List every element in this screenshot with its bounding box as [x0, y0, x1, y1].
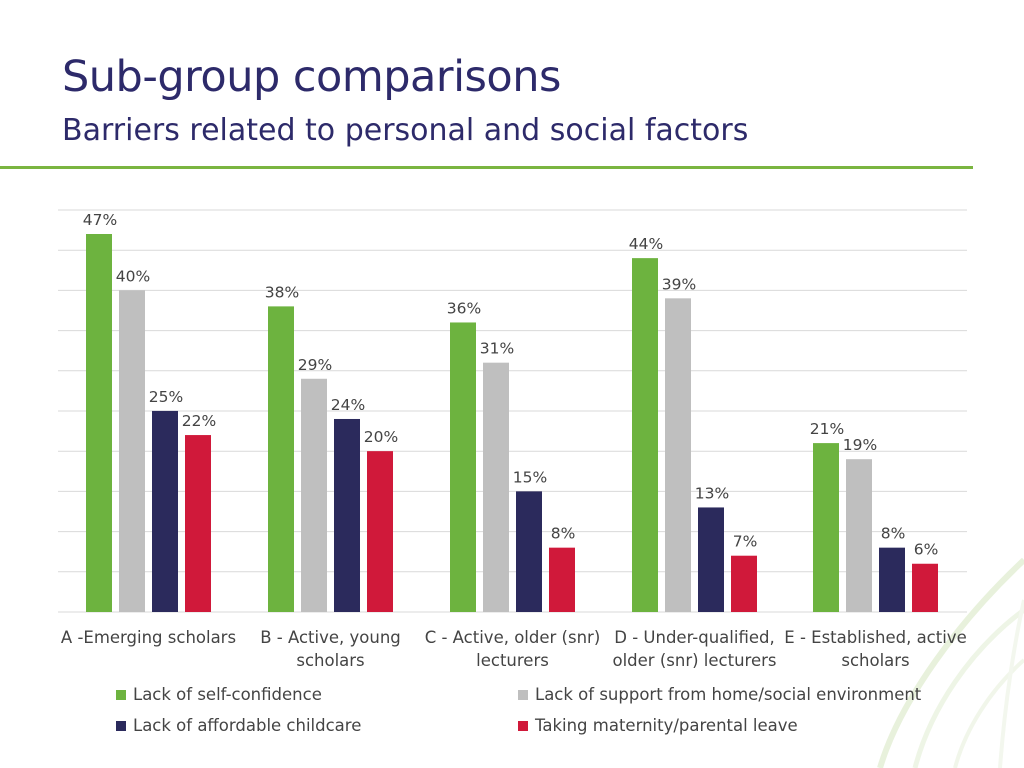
data-label: 22%	[182, 412, 216, 430]
category-label: scholars	[841, 651, 909, 670]
bar	[334, 418, 360, 612]
bar	[665, 298, 691, 612]
data-label: 21%	[810, 420, 844, 438]
bar	[731, 555, 757, 612]
data-label: 31%	[480, 340, 514, 358]
data-label: 8%	[551, 525, 576, 543]
bar	[516, 491, 542, 612]
legend-item: Lack of support from home/social environ…	[518, 685, 921, 704]
data-label: 39%	[662, 275, 696, 293]
category-label: E - Established, active	[784, 628, 966, 647]
bar	[698, 507, 724, 612]
bar	[152, 410, 178, 612]
data-label: 24%	[331, 396, 365, 414]
bar	[367, 451, 393, 612]
data-label: 19%	[843, 436, 877, 454]
legend-item: Lack of self-confidence	[116, 685, 322, 704]
category-label: A -Emerging scholars	[61, 628, 236, 647]
category-label: D - Under-qualified,	[614, 628, 774, 647]
legend-label: Lack of self-confidence	[133, 685, 322, 704]
bar	[119, 290, 145, 612]
legend-swatch	[116, 720, 126, 731]
category-label: C - Active, older (snr)	[425, 628, 601, 647]
data-label: 6%	[914, 541, 939, 559]
legend-item: Taking maternity/parental leave	[518, 716, 798, 735]
data-label: 15%	[513, 468, 547, 486]
legend-swatch	[116, 689, 126, 700]
bar	[549, 547, 575, 612]
data-label: 44%	[629, 235, 663, 253]
bar	[912, 563, 938, 612]
bar	[86, 234, 112, 612]
legend-label: Lack of affordable childcare	[133, 716, 362, 735]
bar	[268, 306, 294, 612]
legend-label: Taking maternity/parental leave	[535, 716, 798, 735]
category-label: older (snr) lecturers	[613, 651, 777, 670]
data-label: 47%	[83, 211, 117, 229]
category-axis-labels: A -Emerging scholars B - Active, young sch…	[61, 628, 967, 670]
category-label: scholars	[296, 651, 364, 670]
data-labels: 47% 38% 36% 44% 21% 40% 29% 31% 39% 19% 25% 24% 15% 1…	[83, 211, 939, 559]
bar	[483, 362, 509, 612]
page-subtitle: Barriers related to personal and social …	[62, 113, 749, 148]
data-label: 7%	[733, 533, 758, 551]
bar	[301, 378, 327, 612]
data-label: 20%	[364, 428, 398, 446]
data-label: 13%	[695, 484, 729, 502]
data-label: 38%	[265, 283, 299, 301]
bar	[813, 443, 839, 612]
title-divider	[0, 166, 973, 169]
legend-swatch	[518, 720, 528, 731]
bar	[632, 258, 658, 612]
category-label: B - Active, young	[260, 628, 401, 647]
legend-label: Lack of support from home/social environ…	[535, 685, 922, 704]
category-label: lecturers	[476, 651, 549, 670]
bar	[846, 459, 872, 612]
data-label: 8%	[881, 525, 906, 543]
legend-item: Lack of affordable childcare	[116, 716, 361, 735]
bar	[450, 322, 476, 612]
page-title: Sub-group comparisons	[62, 52, 561, 102]
bar	[879, 547, 905, 612]
data-label: 29%	[298, 356, 332, 374]
bar	[185, 435, 211, 612]
legend-swatch	[518, 689, 528, 700]
data-label: 40%	[116, 267, 150, 285]
data-label: 25%	[149, 388, 183, 406]
bars	[86, 234, 938, 612]
data-label: 36%	[447, 299, 481, 317]
